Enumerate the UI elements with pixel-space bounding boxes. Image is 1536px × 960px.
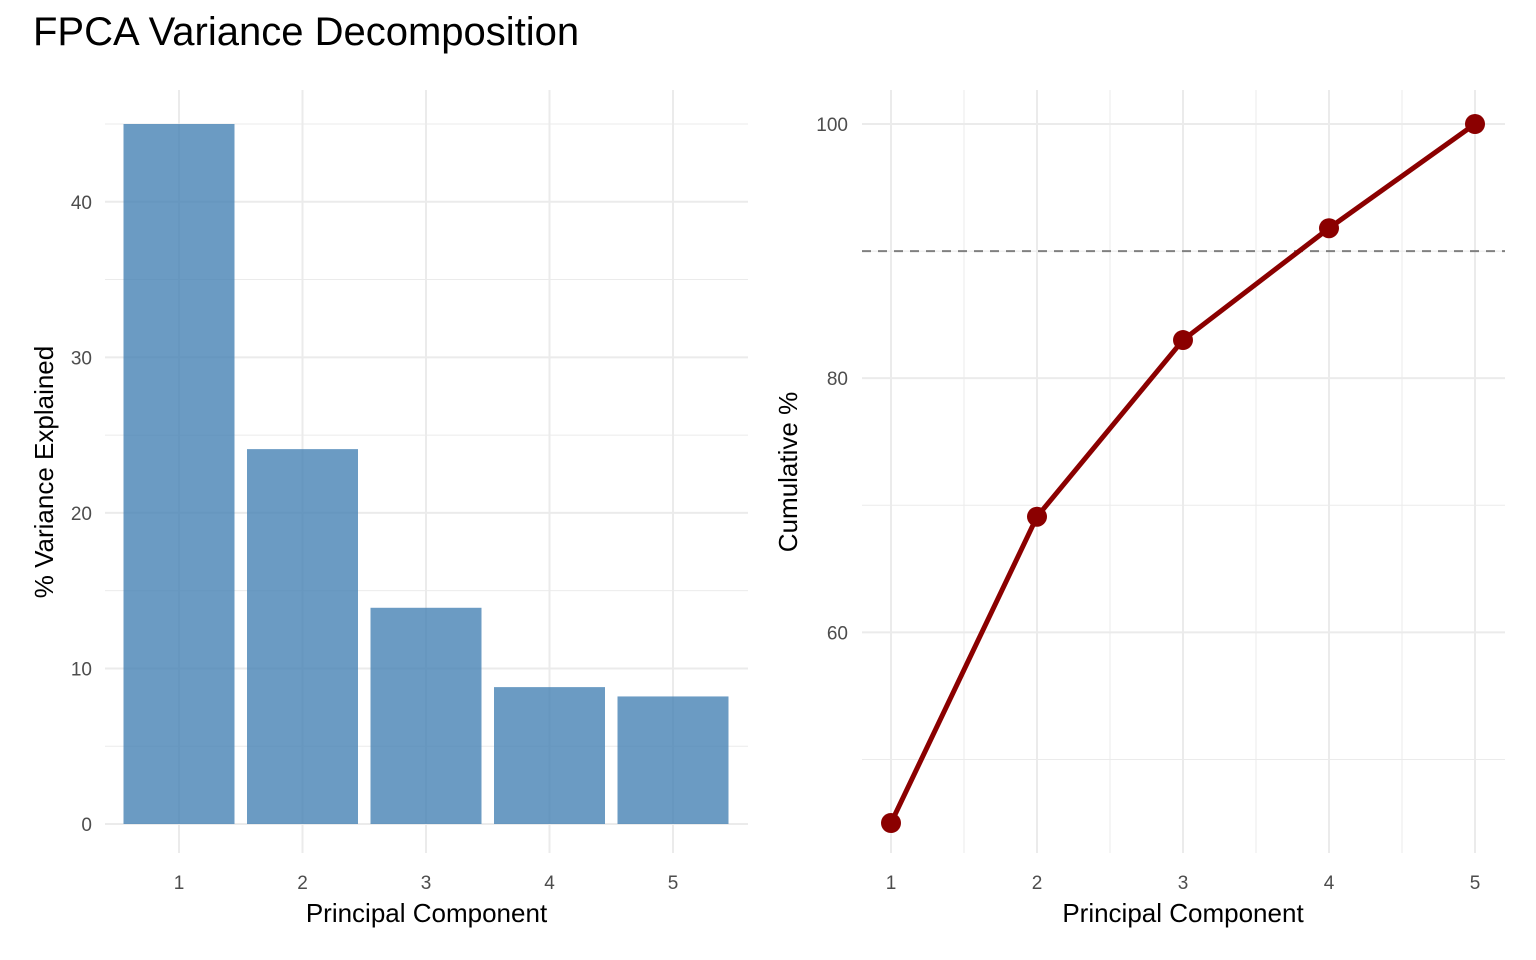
bar-pc-3 bbox=[370, 607, 482, 824]
point-pc-1 bbox=[881, 813, 901, 833]
x-tick-label: 5 bbox=[668, 873, 679, 894]
y-tick-label: 30 bbox=[71, 348, 92, 369]
y-tick-label: 10 bbox=[71, 659, 92, 680]
x-tick-label: 4 bbox=[544, 873, 555, 894]
y-axis-title: % Variance Explained bbox=[29, 346, 59, 598]
point-pc-3 bbox=[1173, 330, 1193, 351]
bar-pc-5 bbox=[617, 696, 729, 824]
point-pc-2 bbox=[1027, 506, 1047, 527]
x-tick-label: 1 bbox=[886, 873, 897, 894]
x-tick-label: 2 bbox=[1032, 873, 1043, 894]
x-tick-label: 2 bbox=[297, 873, 308, 894]
x-tick-label: 5 bbox=[1470, 873, 1481, 894]
y-tick-label: 20 bbox=[71, 504, 92, 525]
y-tick-label: 40 bbox=[71, 193, 92, 214]
bar-pc-4 bbox=[494, 687, 605, 824]
x-tick-label: 3 bbox=[421, 873, 432, 894]
line-panel: 60 80 100 1 2 3 4 5 Principal Component Cumulativ… bbox=[773, 90, 1505, 928]
x-tick-label: 3 bbox=[1178, 873, 1189, 894]
bar-pc-2 bbox=[247, 449, 358, 824]
x-axis-title: Principal Component bbox=[1062, 898, 1304, 928]
y-tick-label: 0 bbox=[81, 815, 92, 836]
x-axis-title: Principal Component bbox=[306, 898, 548, 928]
x-tick-label: 4 bbox=[1324, 873, 1335, 894]
bar-panel: 0 10 20 30 40 1 2 3 4 5 Principal Component % Varia… bbox=[29, 90, 748, 928]
y-tick-label: 60 bbox=[827, 623, 848, 644]
figure-title: FPCA Variance Decomposition bbox=[33, 10, 580, 54]
y-tick-label: 100 bbox=[816, 115, 848, 136]
point-pc-5 bbox=[1465, 114, 1485, 134]
bar-pc-1 bbox=[123, 124, 235, 824]
y-axis-title: Cumulative % bbox=[773, 392, 803, 552]
point-pc-4 bbox=[1319, 218, 1339, 239]
x-tick-label: 1 bbox=[174, 873, 185, 894]
y-tick-label: 80 bbox=[827, 369, 848, 390]
